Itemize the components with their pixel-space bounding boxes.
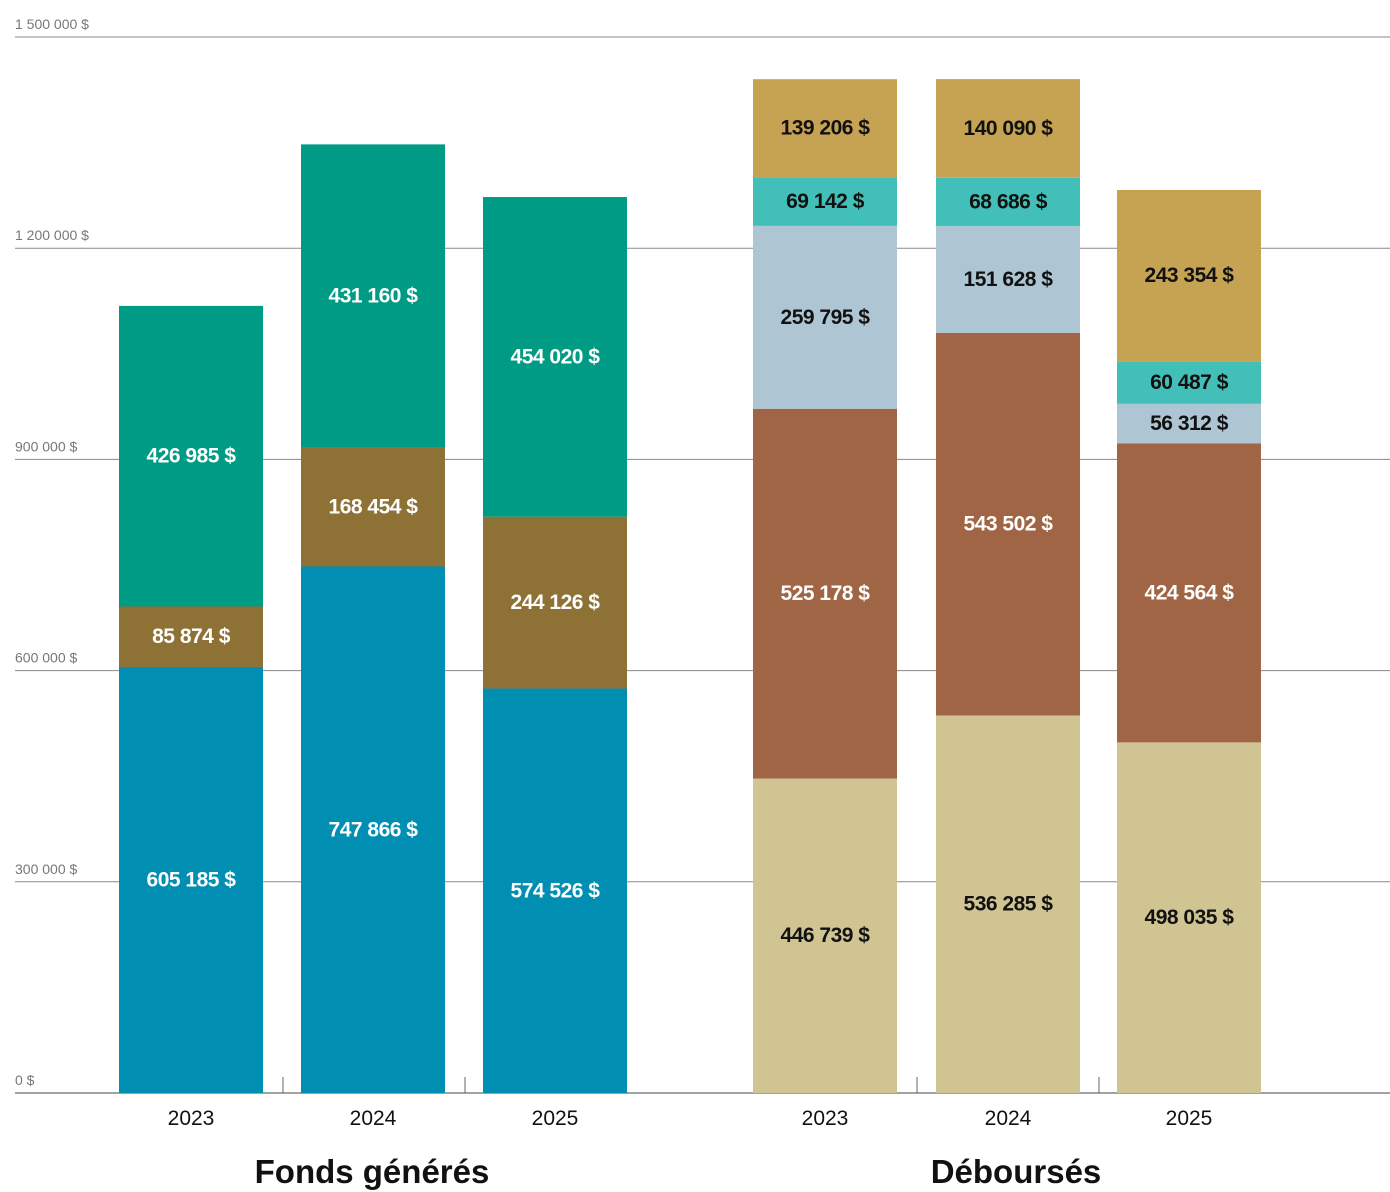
data-label: 243 354 $	[1145, 264, 1235, 287]
bar-segment	[119, 305, 263, 607]
bar-segment	[936, 715, 1080, 1093]
bar-segment	[301, 447, 445, 567]
bar-segment	[936, 79, 1080, 178]
bar-segment	[753, 408, 897, 779]
data-label: 536 285 $	[964, 893, 1054, 916]
bar-segment	[483, 688, 627, 1093]
bar-segment	[936, 332, 1080, 716]
x-tick-label: 2023	[802, 1107, 849, 1130]
data-label: 69 142 $	[786, 190, 865, 213]
bar-segment	[483, 516, 627, 689]
bar-segment	[753, 79, 897, 178]
group-title: Fonds générés	[255, 1153, 490, 1190]
data-label: 168 454 $	[329, 496, 419, 519]
data-label: 543 502 $	[964, 513, 1054, 536]
x-tick-label: 2024	[985, 1107, 1032, 1130]
x-tick-label: 2023	[168, 1107, 215, 1130]
data-label: 525 178 $	[781, 582, 871, 605]
bar-segment	[1117, 189, 1261, 362]
data-label: 424 564 $	[1145, 581, 1235, 604]
bar-segment	[119, 666, 263, 1093]
data-label: 244 126 $	[511, 591, 601, 614]
bar-segment	[753, 778, 897, 1093]
data-label: 431 160 $	[329, 285, 419, 308]
bar-segment	[301, 566, 445, 1093]
x-tick-label: 2025	[1166, 1107, 1213, 1130]
y-tick-label: 300 000 $	[15, 861, 77, 877]
y-tick-label: 600 000 $	[15, 650, 77, 666]
bar-segment	[1117, 742, 1261, 1093]
data-label: 426 985 $	[147, 445, 237, 468]
bar-segment	[753, 177, 897, 226]
y-tick-label: 0 $	[15, 1072, 35, 1088]
y-tick-label: 1 500 000 $	[15, 16, 89, 32]
data-label: 454 020 $	[511, 345, 601, 368]
data-label: 56 312 $	[1150, 412, 1229, 435]
data-label: 151 628 $	[964, 268, 1054, 291]
bar-segment	[483, 197, 627, 517]
data-label: 68 686 $	[969, 190, 1048, 213]
group-title: Déboursés	[931, 1153, 1102, 1190]
data-label: 60 487 $	[1150, 371, 1229, 394]
data-label: 85 874 $	[152, 625, 231, 648]
data-label: 139 206 $	[781, 117, 871, 140]
x-tick-label: 2024	[350, 1107, 397, 1130]
data-label: 498 035 $	[1145, 906, 1235, 929]
data-label: 446 739 $	[781, 924, 871, 947]
data-label: 259 795 $	[781, 306, 871, 329]
data-label: 605 185 $	[147, 868, 237, 891]
data-label: 574 526 $	[511, 879, 601, 902]
bar-segment	[1117, 403, 1261, 444]
bar-segment	[119, 606, 263, 667]
bar-segment	[753, 225, 897, 409]
bar-segment	[301, 144, 445, 448]
y-tick-label: 1 200 000 $	[15, 227, 89, 243]
bar-segment	[936, 177, 1080, 227]
bar-segment	[1117, 443, 1261, 743]
bar-segment	[936, 226, 1080, 333]
bar-segment	[1117, 361, 1261, 404]
y-tick-label: 900 000 $	[15, 438, 77, 454]
data-label: 140 090 $	[964, 117, 1054, 140]
data-label: 747 866 $	[329, 818, 419, 841]
x-tick-label: 2025	[532, 1107, 579, 1130]
